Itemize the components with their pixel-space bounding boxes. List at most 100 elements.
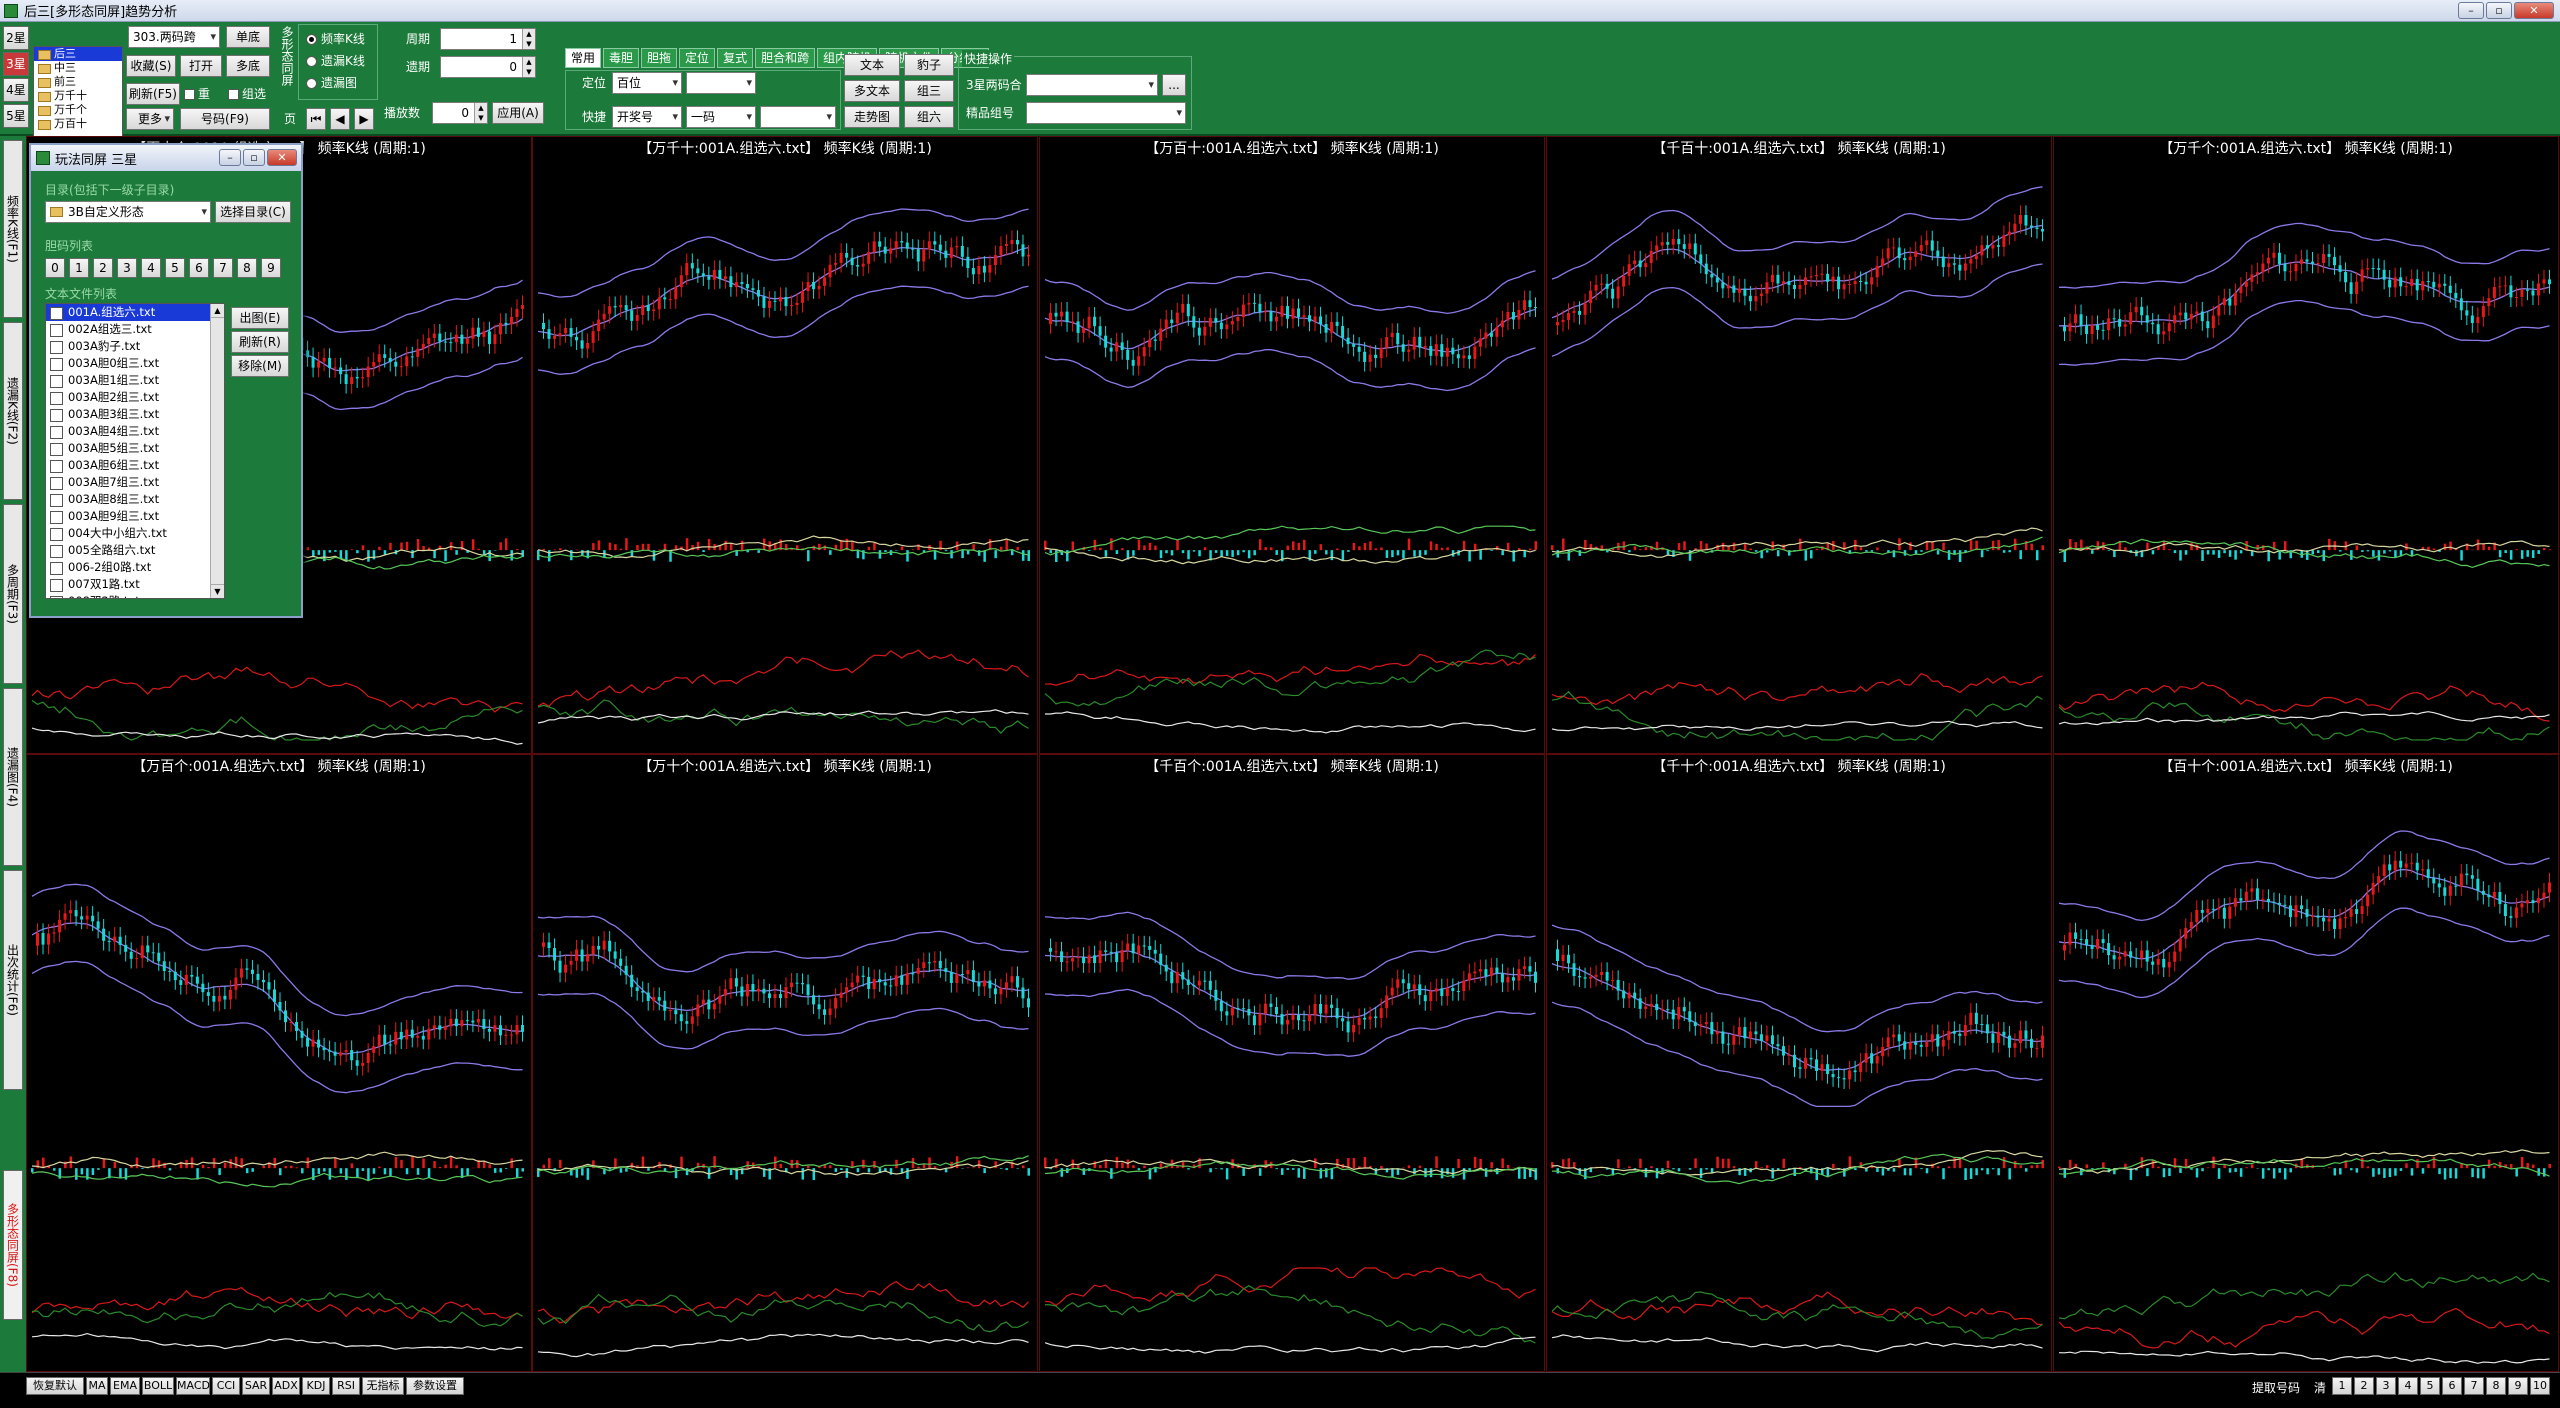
leopard-button[interactable]: 豹子 bbox=[904, 54, 954, 76]
digit-button-4[interactable]: 4 bbox=[141, 258, 161, 278]
indicator-button-11[interactable]: 参数设置 bbox=[406, 1377, 464, 1395]
smooth-input[interactable]: 0 ▲ ▼ bbox=[432, 102, 488, 124]
chart-panel[interactable]: 【万十个:001A.组选六.txt】 频率K线 (周期:1) bbox=[532, 754, 1038, 1372]
page-button-6[interactable]: 7 bbox=[2464, 1377, 2484, 1395]
quick-extra-combo[interactable] bbox=[760, 106, 836, 128]
digit-button-3[interactable]: 3 bbox=[117, 258, 137, 278]
dialog-refresh-button[interactable]: 刷新(R) bbox=[231, 331, 289, 353]
apply-button[interactable]: 应用(A) bbox=[492, 102, 544, 124]
trend-button[interactable]: 走势图 bbox=[844, 106, 900, 128]
side-tab-4[interactable]: 出次统计(F6) bbox=[3, 870, 23, 1090]
dialog-maximize-button[interactable]: ▫ bbox=[243, 149, 265, 166]
file-list-item[interactable]: 003A胆0组三.txt bbox=[46, 355, 224, 372]
indicator-button-6[interactable]: SAR bbox=[242, 1377, 270, 1395]
digit-button-8[interactable]: 8 bbox=[237, 258, 257, 278]
side-tab-3[interactable]: 遗漏图(F4) bbox=[3, 688, 23, 866]
chart-panel[interactable]: 【千百十:001A.组选六.txt】 频率K线 (周期:1) bbox=[1546, 136, 2052, 754]
page-button-5[interactable]: 6 bbox=[2442, 1377, 2462, 1395]
digit-button-0[interactable]: 0 bbox=[45, 258, 65, 278]
minimize-button[interactable]: – bbox=[2458, 2, 2484, 19]
file-list-item[interactable]: 002A组选三.txt bbox=[46, 321, 224, 338]
play-type-item[interactable]: 前三 bbox=[34, 75, 122, 89]
two-code-more-button[interactable]: ... bbox=[1162, 74, 1186, 96]
page-button-7[interactable]: 8 bbox=[2486, 1377, 2506, 1395]
side-tab-0[interactable]: 频率K线(F1) bbox=[3, 140, 23, 318]
text-button[interactable]: 文本 bbox=[844, 54, 900, 76]
file-list-item[interactable]: 003A豹子.txt bbox=[46, 338, 224, 355]
group3-button[interactable]: 组三 bbox=[904, 80, 954, 102]
page-button-0[interactable]: 1 bbox=[2332, 1377, 2352, 1395]
select-group-combo[interactable] bbox=[1026, 102, 1186, 124]
skip-input[interactable]: 0 ▲ ▼ bbox=[440, 56, 536, 78]
dialog-minimize-button[interactable]: – bbox=[219, 149, 241, 166]
play-type-item[interactable]: 万百十 bbox=[34, 117, 122, 131]
play-type-list[interactable]: 后三 中三 前三 万千十 万千个 万百十 bbox=[33, 46, 123, 150]
more-button[interactable]: 更多 bbox=[126, 108, 174, 130]
indicator-button-10[interactable]: 无指标 bbox=[362, 1377, 404, 1395]
indicator-button-2[interactable]: EMA bbox=[110, 1377, 140, 1395]
play-type-item[interactable]: 万千个 bbox=[34, 103, 122, 117]
file-list-item[interactable]: 006-2组0路.txt bbox=[46, 559, 224, 576]
group-checkbox[interactable]: 组选 bbox=[228, 85, 266, 102]
indicator-button-0[interactable]: 恢复默认 bbox=[26, 1377, 84, 1395]
position-combo[interactable]: 百位 bbox=[612, 72, 682, 94]
file-list-item[interactable]: 003A胆4组三.txt bbox=[46, 423, 224, 440]
side-tab-5[interactable]: 多形态同屏(F8) bbox=[3, 1170, 23, 1320]
indicator-button-5[interactable]: CCI bbox=[212, 1377, 240, 1395]
chart-panel[interactable]: 【万百个:001A.组选六.txt】 频率K线 (周期:1) bbox=[26, 754, 532, 1372]
file-list-item[interactable]: 003A胆5组三.txt bbox=[46, 440, 224, 457]
single-button[interactable]: 单底 bbox=[226, 26, 270, 48]
star-button-1[interactable]: 3星 bbox=[3, 52, 29, 76]
page-button-1[interactable]: 2 bbox=[2354, 1377, 2374, 1395]
file-list-item[interactable]: 001A.组选六.txt bbox=[46, 304, 224, 321]
file-list-item[interactable]: 003A胆7组三.txt bbox=[46, 474, 224, 491]
chart-panel[interactable]: 【千十个:001A.组选六.txt】 频率K线 (周期:1) bbox=[1546, 754, 2052, 1372]
multi-button[interactable]: 多底 bbox=[226, 55, 270, 77]
prev-page-button[interactable]: ◀ bbox=[330, 108, 350, 130]
tab-4[interactable]: 复式 bbox=[717, 48, 754, 68]
quick-combo[interactable]: 开奖号 bbox=[612, 106, 682, 128]
chart-panel[interactable]: 【万千十:001A.组选六.txt】 频率K线 (周期:1) bbox=[532, 136, 1038, 754]
star-button-2[interactable]: 4星 bbox=[3, 78, 29, 102]
maximize-button[interactable]: ▫ bbox=[2486, 2, 2512, 19]
period-input[interactable]: 1 ▲ ▼ bbox=[440, 28, 536, 50]
file-list-item[interactable]: 008双2路.txt bbox=[46, 593, 224, 598]
play-type-item[interactable]: 后三 bbox=[34, 47, 122, 61]
refresh-button[interactable]: 刷新(F5) bbox=[126, 83, 180, 105]
file-list-item[interactable]: 007双1路.txt bbox=[46, 576, 224, 593]
dialog-title-bar[interactable]: 玩法同屏 三星 – ▫ ✕ bbox=[31, 145, 301, 171]
chart-panel[interactable]: 【万千个:001A.组选六.txt】 频率K线 (周期:1) bbox=[2053, 136, 2559, 754]
file-list-item[interactable]: 004大中小组六.txt bbox=[46, 525, 224, 542]
multi-text-button[interactable]: 多文本 bbox=[844, 80, 900, 102]
method-combo[interactable]: 303.两码跨 bbox=[128, 26, 220, 48]
radio-freq-kline[interactable]: 频率K线 bbox=[306, 30, 365, 47]
file-list[interactable]: 001A.组选六.txt 002A组选三.txt 003A豹子.txt 003A胆0组… bbox=[45, 303, 225, 599]
out-image-button[interactable]: 出图(E) bbox=[231, 307, 289, 329]
first-page-button[interactable]: ⏮ bbox=[306, 108, 326, 130]
side-tab-2[interactable]: 多周期(F3) bbox=[3, 504, 23, 684]
file-list-scrollbar[interactable]: ▲ ▼ bbox=[210, 304, 224, 598]
indicator-button-8[interactable]: KDJ bbox=[302, 1377, 330, 1395]
tab-1[interactable]: 毒胆 bbox=[603, 48, 640, 68]
digit-button-6[interactable]: 6 bbox=[189, 258, 209, 278]
file-list-item[interactable]: 003A胆3组三.txt bbox=[46, 406, 224, 423]
radio-miss-chart[interactable]: 遗漏图 bbox=[306, 74, 357, 91]
chart-panel[interactable]: 【百十个:001A.组选六.txt】 频率K线 (周期:1) bbox=[2053, 754, 2559, 1372]
close-button[interactable]: ✕ bbox=[2514, 2, 2554, 19]
tab-2[interactable]: 胆拖 bbox=[641, 48, 678, 68]
play-type-item[interactable]: 万千十 bbox=[34, 89, 122, 103]
quick-code-combo[interactable]: 一码 bbox=[686, 106, 756, 128]
file-list-item[interactable]: 003A胆2组三.txt bbox=[46, 389, 224, 406]
indicator-button-9[interactable]: RSI bbox=[332, 1377, 360, 1395]
position-sub-combo[interactable] bbox=[686, 72, 756, 94]
two-code-combo[interactable] bbox=[1026, 74, 1158, 96]
file-list-item[interactable]: 003A胆1组三.txt bbox=[46, 372, 224, 389]
open-button[interactable]: 打开 bbox=[180, 55, 222, 77]
screen-dialog[interactable]: 玩法同屏 三星 – ▫ ✕ 目录(包括下一级子目录) 3B自定义形态 选择目录(… bbox=[29, 143, 303, 618]
digit-button-9[interactable]: 9 bbox=[261, 258, 281, 278]
digit-button-2[interactable]: 2 bbox=[93, 258, 113, 278]
group6-button[interactable]: 组六 bbox=[904, 106, 954, 128]
remove-button[interactable]: 移除(M) bbox=[231, 355, 289, 377]
repeat-checkbox[interactable]: 重 bbox=[184, 85, 210, 102]
next-page-button[interactable]: ▶ bbox=[354, 108, 374, 130]
